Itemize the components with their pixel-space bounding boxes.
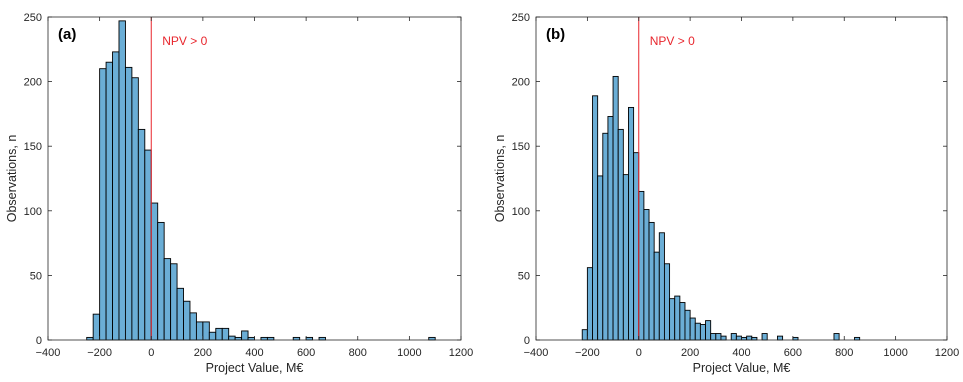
y-tick-label: 250 xyxy=(24,12,42,24)
histogram-bar xyxy=(705,320,712,341)
histogram-bar xyxy=(124,66,133,341)
npv-label: NPV > 0 xyxy=(650,34,695,48)
histogram-bar xyxy=(215,327,223,341)
histogram-bar xyxy=(137,128,146,341)
chart-panel-2: NPV > 0 −400 −200 0 200 400 600 800 1000 1200 0 50 1… xyxy=(493,12,959,375)
histogram-bar xyxy=(221,327,230,341)
y-tick-label: 50 xyxy=(518,270,530,282)
x-tick-label: 0 xyxy=(636,347,642,359)
histogram-bar xyxy=(597,175,604,341)
y-tick-label: 250 xyxy=(512,12,530,24)
histogram-bar xyxy=(833,333,840,341)
histogram-bar xyxy=(163,258,172,341)
histogram-bar xyxy=(730,333,737,341)
histogram-bar xyxy=(241,330,249,341)
histogram-bar xyxy=(150,202,159,341)
histogram-bar xyxy=(581,329,588,341)
x-tick-label: 600 xyxy=(784,347,802,359)
x-tick-label: 1200 xyxy=(449,347,473,359)
histogram-bar xyxy=(202,321,210,341)
histogram-bar xyxy=(131,77,139,341)
histogram-bar xyxy=(633,152,640,341)
x-tick-label: 1000 xyxy=(883,347,907,359)
y-tick-label: 150 xyxy=(512,141,530,153)
histogram-bar xyxy=(586,267,593,341)
histogram-bar xyxy=(669,298,676,341)
histogram-bar xyxy=(761,333,768,341)
histogram-bar xyxy=(684,309,691,341)
histogram-bar xyxy=(183,300,191,341)
y-tick-label: 200 xyxy=(512,77,530,89)
histogram-bar xyxy=(643,209,650,341)
panel-label: (b) xyxy=(546,26,565,43)
histogram-bar xyxy=(689,317,696,341)
histogram-bar xyxy=(105,61,113,341)
histogram-bar xyxy=(92,313,101,341)
npv-label: NPV > 0 xyxy=(162,34,207,48)
y-tick-label: 200 xyxy=(24,77,42,89)
x-tick-label: −200 xyxy=(87,347,112,359)
x-tick-label: 400 xyxy=(732,347,750,359)
x-tick-label: 800 xyxy=(349,347,367,359)
x-tick-label: 400 xyxy=(245,347,263,359)
x-axis-title: Project Value, M€ xyxy=(693,361,791,375)
histogram-bar xyxy=(144,149,152,341)
x-tick-label: 600 xyxy=(297,347,315,359)
histogram-bar xyxy=(658,232,665,341)
histogram-bar xyxy=(602,132,609,341)
histogram-bar xyxy=(679,302,686,341)
histogram-bar xyxy=(777,335,784,341)
y-tick-label: 0 xyxy=(524,335,530,347)
y-axis-title: Observations, n xyxy=(493,135,507,223)
histogram-bar xyxy=(157,221,165,341)
x-tick-label: −200 xyxy=(575,347,600,359)
histogram-bar xyxy=(663,263,671,341)
histogram-bar xyxy=(99,68,107,341)
histogram-bar xyxy=(195,321,204,341)
x-tick-label: 1000 xyxy=(397,347,421,359)
y-tick-label: 50 xyxy=(30,270,42,282)
x-tick-label: −400 xyxy=(524,347,549,359)
histogram-bar xyxy=(622,174,629,341)
histogram-bar xyxy=(638,190,645,341)
x-axis-title: Project Value, M€ xyxy=(206,361,304,375)
y-axis-title: Observations, n xyxy=(5,135,19,223)
histogram-bar xyxy=(710,333,717,341)
histogram-bar xyxy=(592,95,599,341)
x-tick-label: 0 xyxy=(148,347,154,359)
histogram-bar xyxy=(674,295,681,341)
y-tick-label: 100 xyxy=(512,206,530,218)
histogram-bar xyxy=(694,322,701,341)
histogram-bar xyxy=(617,128,624,341)
histogram-bar xyxy=(612,75,619,341)
x-tick-label: 200 xyxy=(194,347,212,359)
histogram-bar xyxy=(653,251,660,341)
chart-panel-1: NPV > 0 −400 −200 0 200 400 600 800 1000 1200 0 50 1… xyxy=(5,12,473,375)
histogram-bar xyxy=(699,324,706,341)
y-tick-label: 0 xyxy=(36,335,42,347)
histogram-bar xyxy=(628,106,635,341)
x-tick-label: 1200 xyxy=(935,347,959,359)
histogram-bar xyxy=(648,221,655,341)
histogram-bar xyxy=(112,51,120,341)
histogram-bar xyxy=(170,263,178,341)
histogram-bar xyxy=(607,116,614,341)
x-tick-label: 200 xyxy=(681,347,699,359)
histogram-bar xyxy=(720,335,727,341)
y-tick-label: 100 xyxy=(24,206,42,218)
histogram-bar xyxy=(715,333,722,341)
histogram-bar xyxy=(228,335,236,341)
histogram-bar xyxy=(189,312,197,341)
x-tick-label: 800 xyxy=(835,347,853,359)
histogram-bar xyxy=(118,20,126,341)
histogram-bar xyxy=(208,331,217,341)
histogram-bar xyxy=(735,335,742,341)
x-tick-label: −400 xyxy=(36,347,61,359)
histogram-bar xyxy=(746,335,753,341)
y-tick-label: 150 xyxy=(24,141,42,153)
panel-label: (a) xyxy=(58,26,76,43)
histogram-bar xyxy=(176,287,184,341)
